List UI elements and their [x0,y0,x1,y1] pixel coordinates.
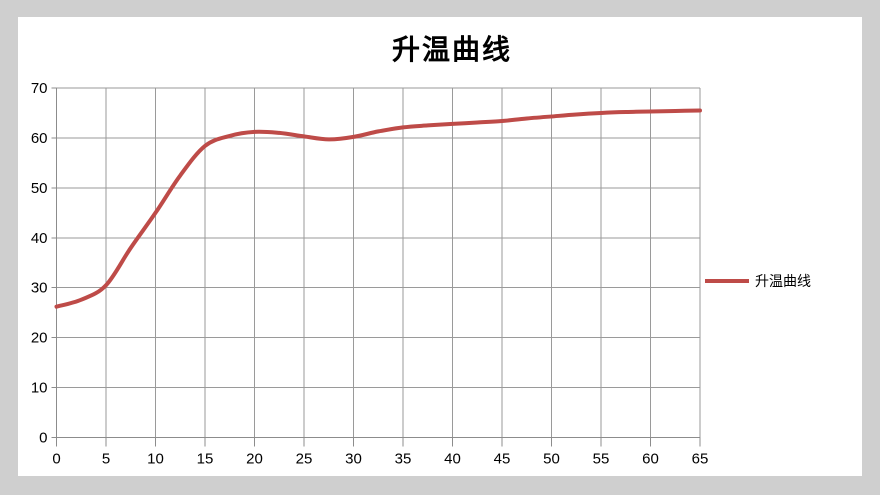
y-tick-label: 40 [31,230,48,247]
x-tick-label: 65 [692,451,709,468]
chart-canvas: 0 5 10 15 20 25 30 35 40 45 50 55 60 65 0 10 20 30 40 50 60 7… [31,80,709,468]
y-tick-label: 20 [31,330,48,347]
x-tick-label: 0 [52,451,60,468]
y-tick-label: 30 [31,280,48,297]
x-tick-label: 50 [543,451,560,468]
x-tick-label: 5 [102,451,110,468]
y-tick-label: 0 [39,430,47,447]
series-line [54,108,702,309]
y-tick-label: 50 [31,180,48,197]
x-tick-label: 30 [345,451,362,468]
x-tick-label: 60 [642,451,659,468]
legend-series-label: 升温曲线 [755,273,811,289]
x-tick-label: 45 [494,451,511,468]
x-tick-label: 25 [296,451,313,468]
x-tick-label: 10 [147,451,164,468]
x-tick-label: 35 [395,451,412,468]
y-tick-label: 70 [31,80,48,97]
legend: 升温曲线 [705,272,811,290]
chart-frame: 升温曲线 0 5 10 15 20 25 30 35 40 45 50 55 60 65 0 10 20 30 40… [18,17,862,476]
y-tick-label: 60 [31,130,48,147]
x-tick-label: 15 [197,451,214,468]
x-tick-label: 40 [444,451,461,468]
chart-title: 升温曲线 [391,35,512,66]
x-tick-label: 55 [593,451,610,468]
y-tick-label: 10 [31,380,48,397]
x-tick-label: 20 [246,451,263,468]
legend-line-swatch [705,279,749,283]
